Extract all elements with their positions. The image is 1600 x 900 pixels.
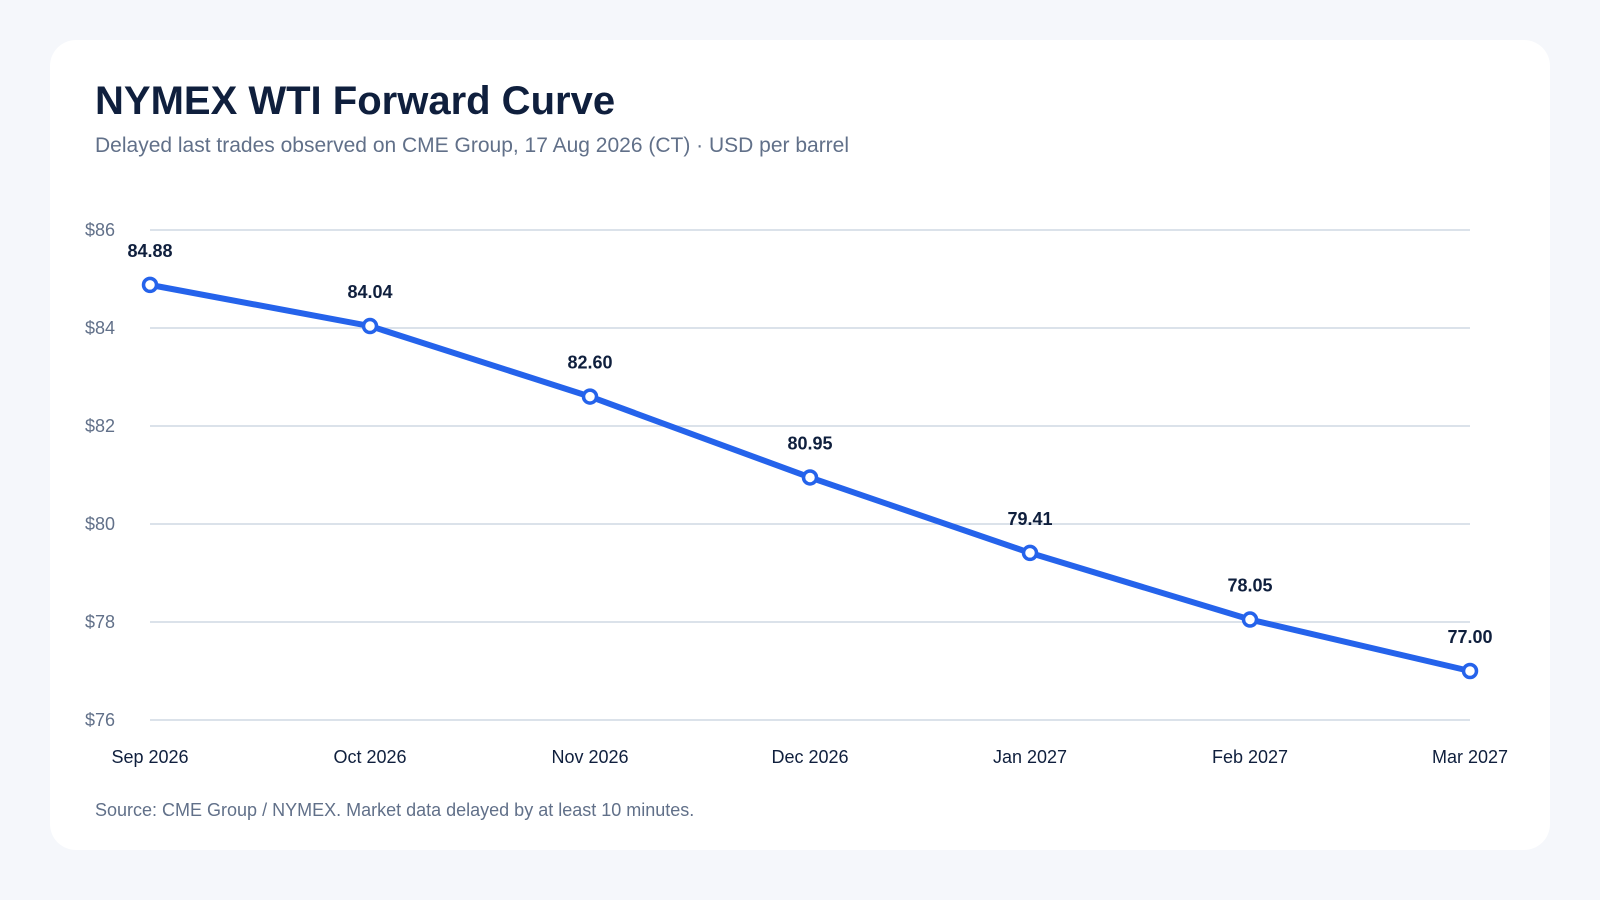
gridlines [150, 229, 1470, 721]
x-tick-label: Nov 2026 [551, 747, 628, 767]
y-axis-ticks: $76 $78 $80 $82 $84 $86 [85, 220, 115, 730]
data-label: 84.88 [127, 241, 172, 261]
y-tick-label: $80 [85, 514, 115, 534]
y-tick-label: $84 [85, 318, 115, 338]
y-tick-label: $76 [85, 710, 115, 730]
y-tick-label: $82 [85, 416, 115, 436]
data-point [361, 317, 379, 335]
x-tick-label: Sep 2026 [111, 747, 188, 767]
data-label: 80.95 [787, 433, 832, 453]
data-label: 78.05 [1227, 576, 1272, 596]
chart-subtitle: Delayed last trades observed on CME Grou… [95, 134, 850, 157]
data-label: 84.04 [347, 282, 392, 302]
data-points [141, 276, 1479, 680]
source-note: Source: CME Group / NYMEX. Market data d… [95, 800, 695, 820]
x-tick-label: Dec 2026 [771, 747, 848, 767]
y-tick-label: $86 [85, 220, 115, 240]
data-label: 82.60 [567, 353, 612, 373]
x-tick-label: Mar 2027 [1432, 747, 1508, 767]
x-tick-label: Jan 2027 [993, 747, 1067, 767]
y-tick-label: $78 [85, 612, 115, 632]
data-point [1461, 662, 1479, 680]
x-tick-label: Feb 2027 [1212, 747, 1288, 767]
x-tick-label: Oct 2026 [333, 747, 406, 767]
data-labels: 84.88 84.04 82.60 80.95 79.41 78.05 77.00 [127, 241, 1492, 647]
data-point [801, 469, 819, 486]
data-point [141, 276, 159, 294]
chart-title: NYMEX WTI Forward Curve [95, 79, 616, 123]
data-point [581, 388, 599, 405]
data-label: 77.00 [1447, 627, 1492, 647]
chart-card [50, 40, 1550, 850]
x-axis-ticks: Sep 2026 Oct 2026 Nov 2026 Dec 2026 Jan 2027… [111, 747, 1508, 767]
data-label: 79.41 [1007, 509, 1052, 529]
data-point [1241, 611, 1259, 628]
data-point [1021, 544, 1039, 562]
